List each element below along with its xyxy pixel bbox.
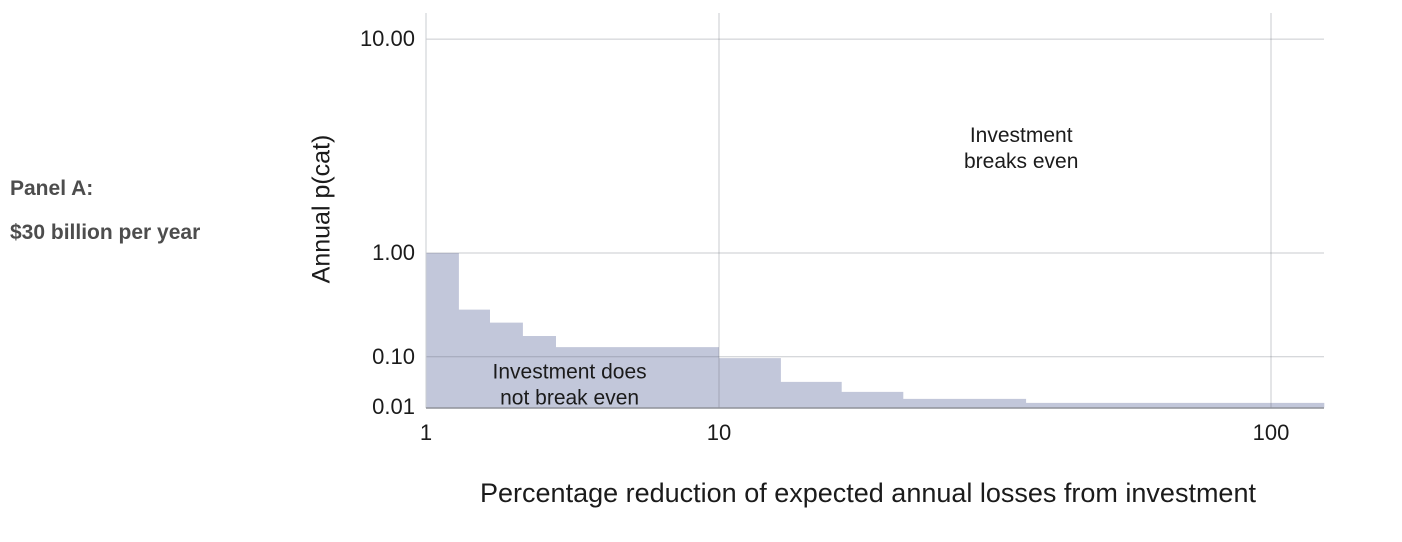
y-tick-label-1.00: 1.00 <box>372 240 415 265</box>
annotation-not-break-even-line1: Investment does <box>493 361 647 384</box>
annotation-breaks-even-line1: Investment <box>970 124 1073 147</box>
panel-label-title: Panel A: <box>10 177 94 200</box>
loss-reduction-step-area <box>426 253 1325 408</box>
x-tick-label-100: 100 <box>1253 420 1290 445</box>
annotation-breaks-even-line2: breaks even <box>964 150 1078 173</box>
annotation-not-break-even-line2: not break even <box>500 387 639 410</box>
annotation-breaks-even: Investment breaks even <box>964 124 1078 173</box>
x-tick-label-1: 1 <box>420 420 432 445</box>
y-tick-label-0.10: 0.10 <box>372 344 415 369</box>
x-axis-title: Percentage reduction of expected annual … <box>480 478 1256 508</box>
annotation-not-break-even: Investment does not break even <box>493 361 647 410</box>
panel-label: Panel A: $30 billion per year <box>10 176 200 245</box>
panel-label-subtitle: $30 billion per year <box>10 221 201 244</box>
y-tick-label-0.01: 0.01 <box>372 394 415 419</box>
x-tick-label-10: 10 <box>707 420 731 445</box>
y-tick-label-10.00: 10.00 <box>360 26 415 51</box>
